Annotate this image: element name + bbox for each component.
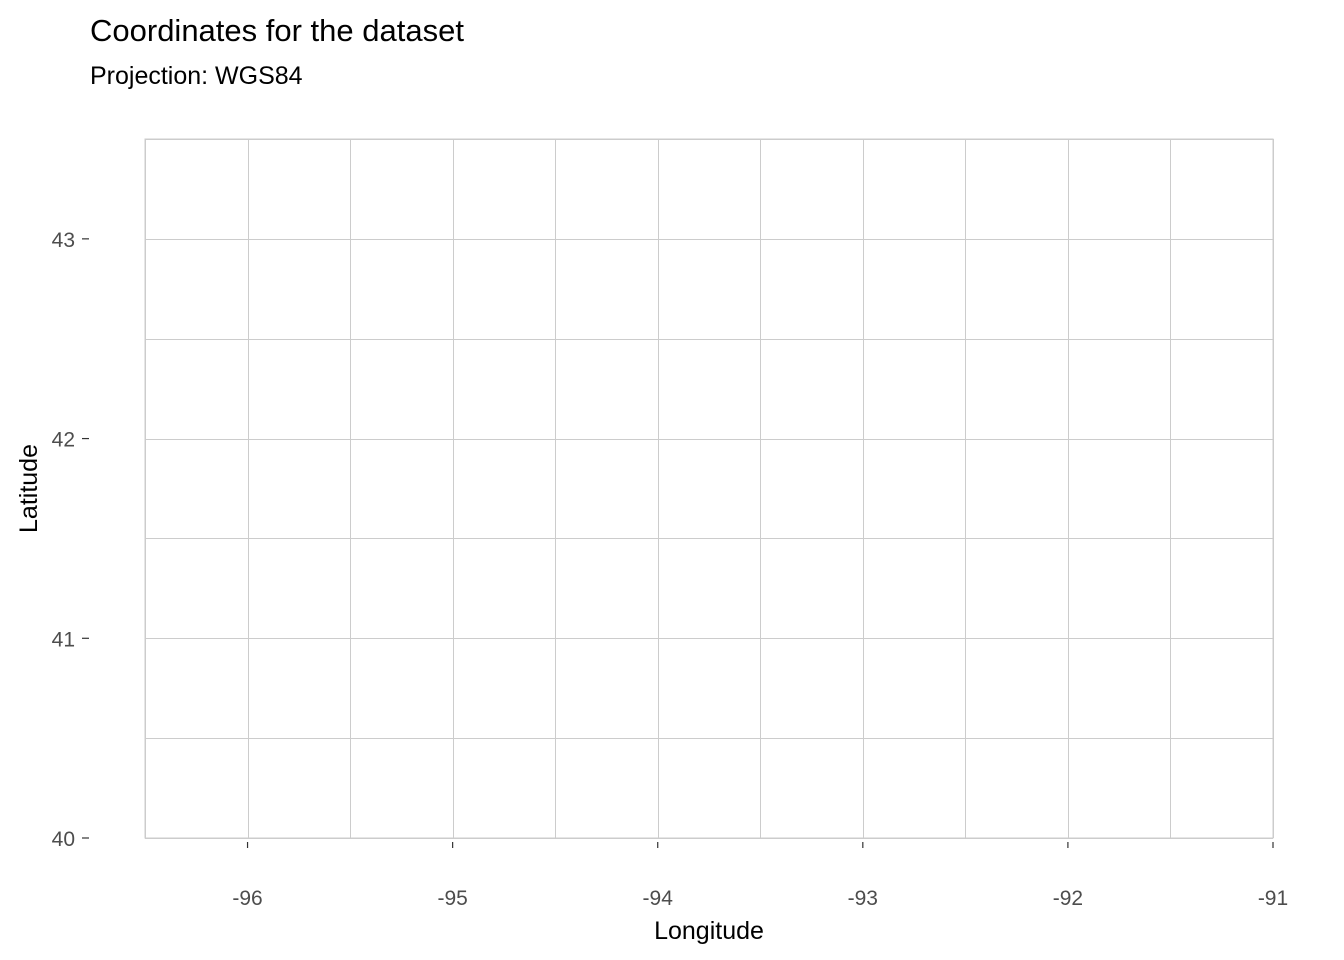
panel-border [144,138,1274,839]
x-tick-label: -93 [848,887,878,910]
y-grid [145,139,1273,839]
x-tick-label: -92 [1053,887,1083,910]
y-tick-label: 43 [52,229,75,252]
x-grid [145,139,1274,838]
y-tick-label: 41 [52,628,75,651]
y-axis: 40 41 42 43 [52,229,89,851]
x-axis-title: Longitude [654,917,764,945]
x-tick-label: -91 [1258,887,1288,910]
x-tick-label: -95 [437,887,467,910]
chart-title: Coordinates for the dataset [90,13,464,48]
chart-subtitle: Projection: WGS84 [90,62,303,90]
y-tick-label: 40 [52,828,75,851]
x-axis: -96 -95 -94 -93 -92 -91 [232,842,1288,910]
x-tick-label: -96 [232,887,262,910]
x-tick-label: -94 [643,887,674,910]
plot-panel [144,138,1274,839]
y-tick-label: 42 [52,429,75,452]
y-axis-title: Latitude [15,444,43,533]
